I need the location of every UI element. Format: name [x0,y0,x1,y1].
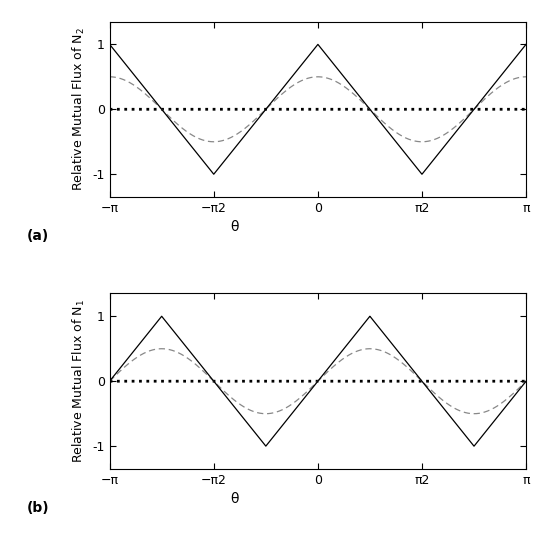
Text: θ: θ [230,220,239,234]
Text: (b): (b) [26,501,49,515]
Y-axis label: Relative Mutual Flux of N$_1$: Relative Mutual Flux of N$_1$ [71,299,87,463]
Y-axis label: Relative Mutual Flux of N$_2$: Relative Mutual Flux of N$_2$ [71,27,87,191]
Text: (a): (a) [26,229,49,243]
Text: θ: θ [230,492,239,506]
